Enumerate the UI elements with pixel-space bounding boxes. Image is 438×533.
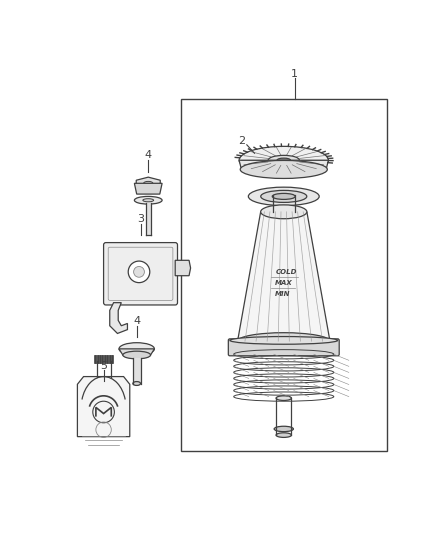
- Text: 4: 4: [145, 150, 152, 160]
- Polygon shape: [134, 183, 162, 194]
- Bar: [180, 99, 387, 451]
- Ellipse shape: [277, 158, 290, 162]
- Ellipse shape: [143, 199, 154, 202]
- Ellipse shape: [276, 433, 291, 438]
- Polygon shape: [136, 177, 160, 189]
- Bar: [133, 358, 141, 384]
- Ellipse shape: [261, 190, 307, 203]
- Ellipse shape: [240, 160, 327, 179]
- Ellipse shape: [239, 147, 328, 174]
- Polygon shape: [237, 212, 330, 341]
- Text: 3: 3: [137, 214, 144, 224]
- Text: MIN: MIN: [276, 291, 291, 297]
- Text: COLD: COLD: [276, 269, 297, 275]
- Ellipse shape: [237, 333, 330, 350]
- Circle shape: [134, 266, 145, 277]
- Ellipse shape: [274, 426, 293, 432]
- Ellipse shape: [261, 205, 307, 219]
- Polygon shape: [239, 160, 328, 169]
- Bar: [94, 355, 113, 363]
- Circle shape: [128, 261, 150, 282]
- Ellipse shape: [134, 196, 162, 204]
- Ellipse shape: [276, 396, 291, 400]
- Ellipse shape: [133, 382, 141, 385]
- Ellipse shape: [248, 187, 319, 206]
- FancyBboxPatch shape: [228, 339, 339, 356]
- Ellipse shape: [268, 155, 300, 165]
- Ellipse shape: [119, 343, 155, 355]
- FancyBboxPatch shape: [103, 243, 177, 305]
- Text: 2: 2: [239, 136, 246, 146]
- Polygon shape: [110, 303, 127, 334]
- Ellipse shape: [144, 181, 153, 185]
- Text: 5: 5: [100, 361, 107, 371]
- Polygon shape: [119, 349, 155, 355]
- Ellipse shape: [230, 336, 338, 344]
- Text: MAX: MAX: [276, 280, 293, 286]
- Polygon shape: [78, 377, 130, 437]
- Polygon shape: [175, 260, 191, 276]
- Text: 1: 1: [291, 69, 298, 79]
- Text: 4: 4: [133, 316, 140, 326]
- Bar: [145, 203, 151, 235]
- Ellipse shape: [272, 193, 295, 199]
- Ellipse shape: [123, 351, 151, 359]
